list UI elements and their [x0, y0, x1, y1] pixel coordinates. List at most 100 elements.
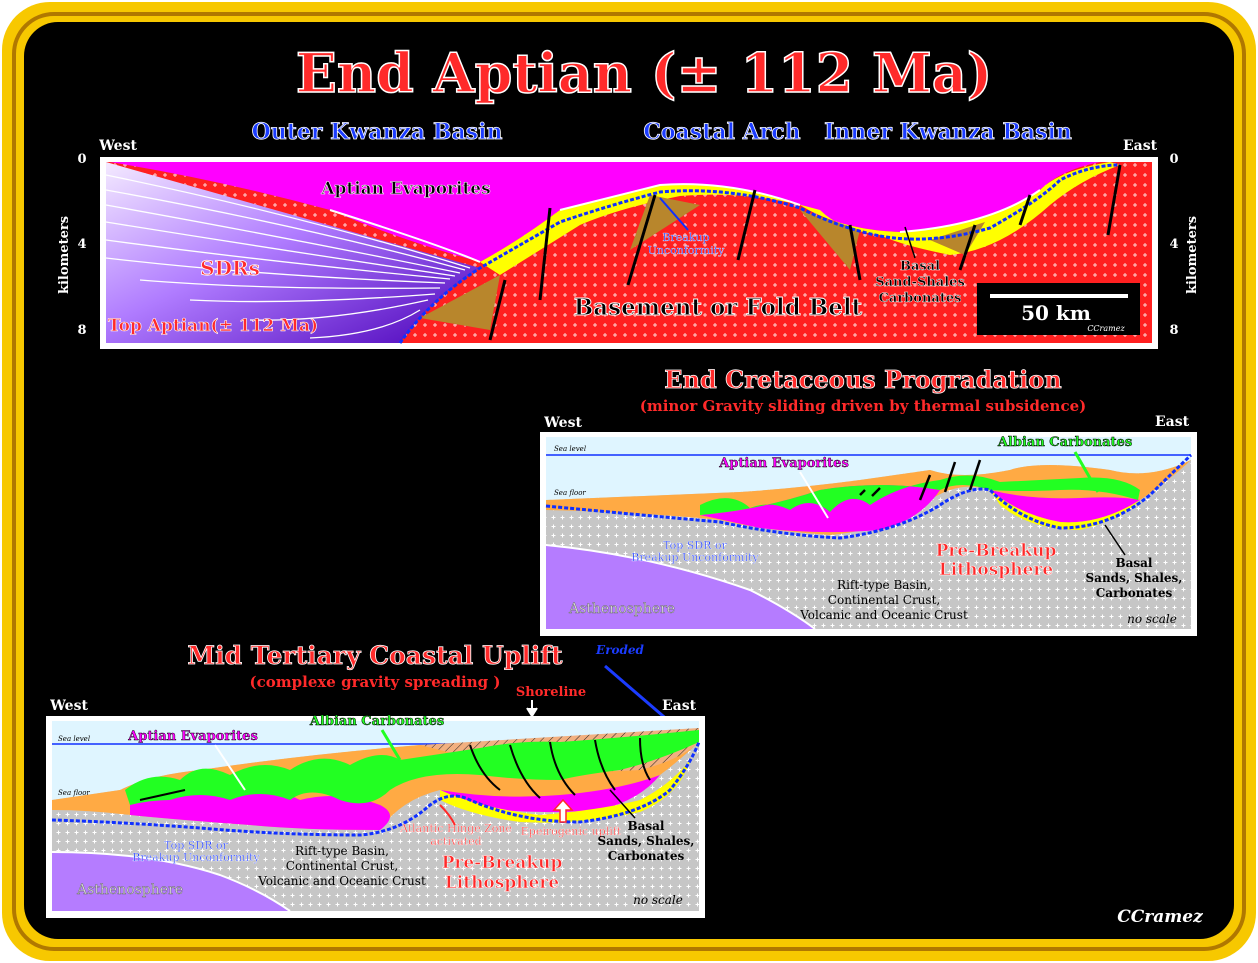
panel3-albian-carbonates [125, 730, 699, 805]
panel2-top-sdr-1: Top SDR or [663, 539, 727, 552]
panel3-title: Mid Tertiary Coastal Uplift [187, 641, 563, 670]
label-coastal-arch: Coastal Arch [643, 119, 800, 145]
panel2-sea-floor: Sea floor [554, 489, 586, 497]
panel3-basal-2: Sands, Shales, [598, 834, 695, 848]
label-breakup: Breakup [662, 231, 709, 244]
faults [488, 164, 1122, 341]
panel-end-aptian: Outer Kwanza Basin Coastal Arch Inner Kw… [57, 119, 1200, 349]
panel2-sea [546, 437, 1191, 500]
panel2-title: End Cretaceous Progradation [664, 365, 1061, 394]
label-basement: Basement or Fold Belt [574, 294, 863, 321]
axis-label-right: kilometers [1185, 216, 1200, 294]
carbonate-wedge-3 [930, 222, 985, 255]
panel2-basal-2: Sands, Shales, [1086, 571, 1183, 585]
label-sand-shales: Sand-Shales [875, 275, 965, 290]
panel2-subtitle: (minor Gravity sliding driven by thermal… [640, 397, 1086, 415]
panel3-rift-3: Volcanic and Oceanic Crust [257, 874, 426, 888]
panel2-sea-level: Sea level [554, 445, 586, 453]
panel2-faults [859, 459, 982, 501]
panel3-asthenosphere-label: Asthenosphere [76, 882, 183, 898]
label-inner-kwanza: Inner Kwanza Basin [824, 119, 1072, 145]
panel-end-cretaceous: End Cretaceous Progradation (minor Gravi… [540, 365, 1197, 636]
panel3-albian-label: Albian Carbonates [309, 714, 444, 729]
breakup-pointer [659, 197, 689, 231]
panel3-top-sdr-1: Top SDR or [164, 839, 228, 852]
panel3-west: West [49, 698, 88, 714]
panel2-basal-pointer [1104, 524, 1126, 556]
label-unconformity: Unconformity [648, 244, 726, 257]
panel3-east: East [662, 698, 697, 714]
frame-inner-border [12, 12, 1246, 951]
panel2-evaporites-east [990, 490, 1140, 523]
main-title: End Aptian (± 112 Ma) [296, 41, 993, 105]
panel3-subtitle: (complexe gravity spreading ) [250, 673, 501, 691]
scale-label: 50 km [1021, 301, 1091, 325]
label-outer-kwanza: Outer Kwanza Basin [252, 119, 503, 145]
axis-label-left: kilometers [57, 216, 72, 294]
tick-right-8: 8 [1169, 323, 1178, 338]
panel3-hinge-1: Atlantic Hinge Zone [399, 822, 512, 835]
panel2-albian-carbonates [700, 475, 1140, 515]
panel2-basal-3: Carbonates [1096, 586, 1173, 600]
tick-left-4: 4 [77, 237, 86, 252]
panel2-pre-breakup-1: Pre-Breakup [936, 541, 1057, 561]
label-basal: Basal [900, 259, 940, 274]
panel2-rift-1: Rift-type Basin, [837, 578, 931, 592]
panel3-evaporites [130, 786, 390, 830]
panel3-rift-2: Continental Crust, [286, 859, 398, 873]
label-top-aptian: Top Aptian(± 112 Ma) [108, 316, 318, 336]
tick-right-0: 0 [1169, 152, 1178, 167]
panel3-basal-sands [440, 760, 690, 823]
panel2-pre-breakup-2: Lithosphere [939, 560, 1054, 580]
scale-box [977, 283, 1140, 335]
panel3-shoreline: Shoreline [516, 685, 586, 700]
panel3-evaporites-pointer [214, 744, 246, 791]
panel2-asthenosphere-label: Asthenosphere [568, 601, 675, 617]
panel2-basal-1: Basal [1115, 556, 1152, 570]
label-aptian-evaporites: Aptian Evaporites [320, 179, 490, 199]
panel3-sea-level: Sea level [58, 735, 90, 743]
label-sdrs: SDRs [200, 256, 260, 280]
panel3-faults [139, 737, 651, 801]
credit-label: CCramez [1117, 907, 1203, 927]
panel3-albian-pointer [380, 729, 402, 761]
panel3-epeiro: Epeirogenic uplift [521, 825, 622, 838]
uplift-arrow [552, 798, 574, 823]
panel2-no-scale: no scale [1127, 612, 1177, 626]
panel-mid-tertiary: Mid Tertiary Coastal Uplift (complexe gr… [46, 641, 705, 918]
panel3-asthenosphere-boundary [51, 851, 291, 912]
panel2-rift-3: Volcanic and Oceanic Crust [799, 608, 968, 622]
tick-right-4: 4 [1169, 237, 1178, 252]
carbonate-wedge-4 [420, 275, 500, 330]
panel3-basal-pointer [609, 789, 636, 819]
panel3-asthenosphere [52, 852, 290, 911]
panel3-hinge-2: activated [430, 835, 481, 848]
panel2-evaporites-label: Aptian Evaporites [718, 456, 849, 471]
panel3-pre-breakup-1: Pre-Breakup [442, 853, 563, 873]
eroded-pointer [604, 664, 671, 724]
panel3-top-sdr-2: Breakup Unconformity [132, 851, 260, 864]
panel2-east: East [1155, 414, 1190, 430]
tick-left-8: 8 [77, 323, 86, 338]
panel3-unconformity [51, 741, 701, 837]
panel2-west: West [543, 415, 582, 431]
scale-credit: CCramez [1087, 324, 1125, 333]
panel3-eroded: Eroded [595, 643, 644, 657]
panel2-rift-2: Continental Crust, [828, 593, 940, 607]
panel2-top-sdr-2: Breakup Unconformity [631, 551, 759, 564]
panel2-evaporites-pointer [799, 471, 829, 519]
aptian-evaporites-layer [110, 162, 1100, 262]
basal-pointer [904, 226, 916, 259]
hinge-arrow [439, 804, 456, 826]
panel3-evaporites-label: Aptian Evaporites [127, 729, 258, 744]
panel2-albian-pointer [1073, 451, 1100, 493]
tick-left-0: 0 [77, 152, 86, 167]
sdr-reflectors [105, 174, 471, 339]
label-carbonates: Carbonates [879, 291, 962, 306]
panel2-asthenosphere [546, 545, 815, 629]
panel2-unconformity [545, 453, 1193, 540]
panel2-asthenosphere-boundary [545, 544, 816, 630]
panel2-albian-label: Albian Carbonates [997, 435, 1132, 450]
panel3-basal-3: Carbonates [608, 849, 685, 863]
panel3-pre-breakup-2: Lithosphere [445, 873, 560, 893]
